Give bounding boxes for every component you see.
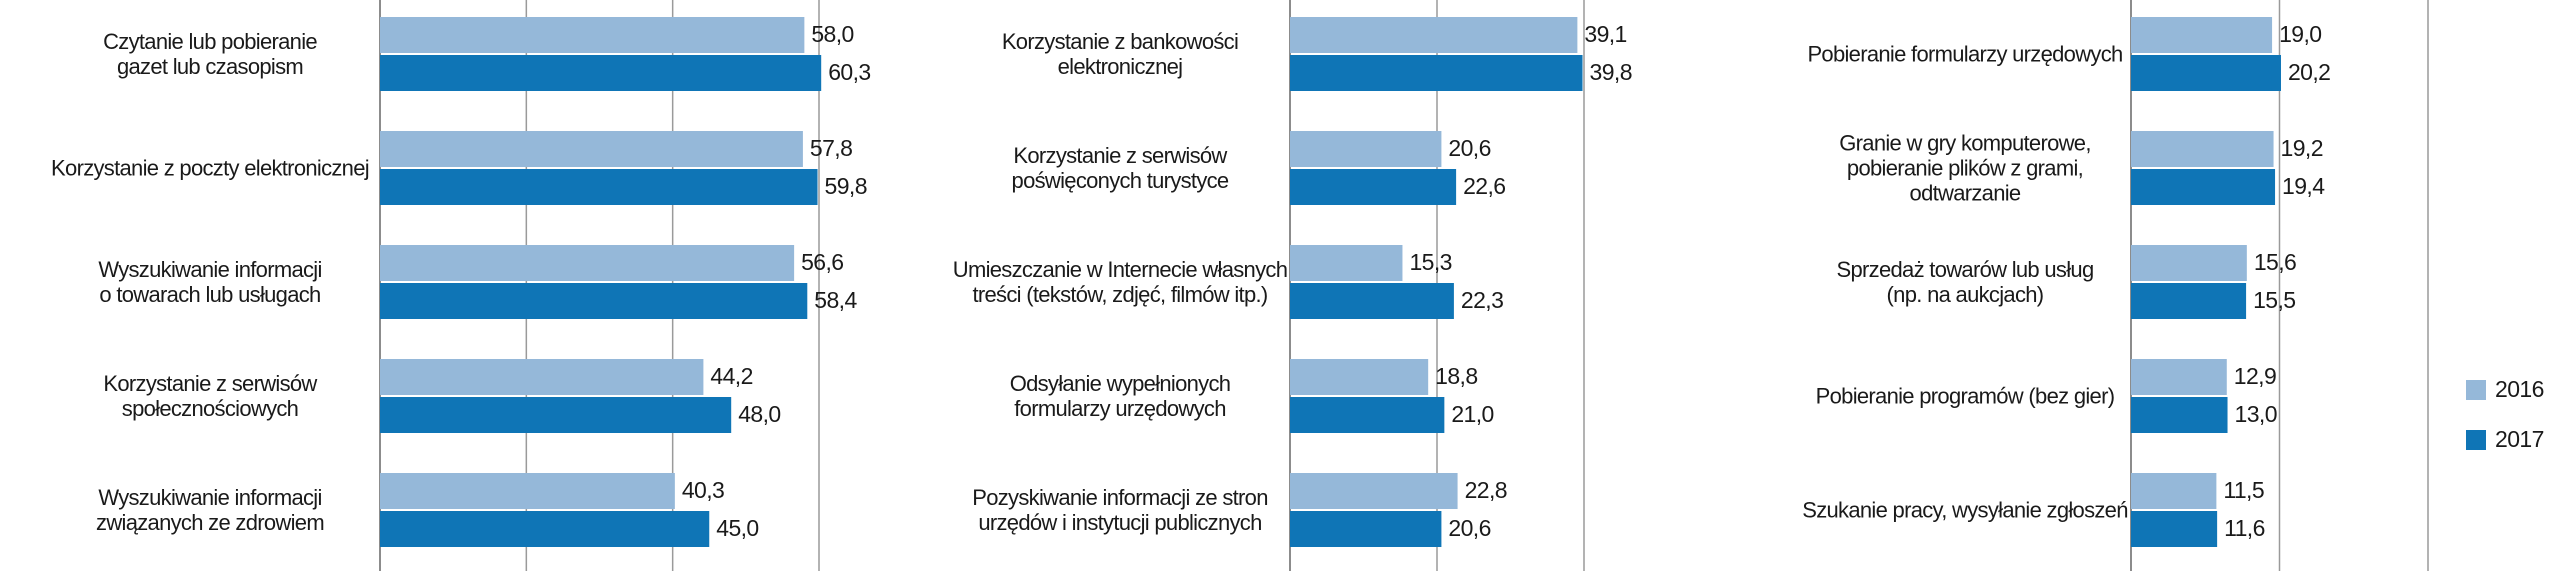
bar (380, 359, 704, 395)
value-label: 20,6 (1448, 135, 1490, 161)
value-label: 56,6 (801, 249, 843, 275)
value-label: 18,8 (1435, 363, 1477, 389)
value-label: 11,6 (2224, 515, 2265, 541)
legend-label: 2017 (2495, 426, 2544, 452)
bar (1290, 245, 1403, 281)
value-label: 12,9 (2234, 363, 2276, 389)
bar (1290, 17, 1578, 53)
bar (380, 131, 803, 167)
bar (380, 55, 822, 91)
legend-swatch (2466, 380, 2486, 400)
bar (380, 169, 818, 205)
category-label: Umieszczanie w Internecie własnych treśc… (952, 257, 1288, 307)
value-label: 15,3 (1409, 249, 1451, 275)
bar (380, 397, 732, 433)
bar (2131, 55, 2281, 91)
category-label: Odsyłanie wypełnionych formularzy urzędo… (1009, 371, 1231, 421)
category-label: Pobieranie formularzy urzędowych (1807, 41, 2123, 67)
category-label: Wyszukiwanie informacji związanych ze zd… (96, 485, 325, 535)
value-label: 39,1 (1584, 21, 1626, 47)
category-label: Wyszukiwanie informacji o towarach lub u… (98, 257, 322, 307)
category-label: Czytanie lub pobieranie gazet lub czasop… (103, 29, 318, 79)
category-label: Korzystanie z poczty elektronicznej (51, 155, 370, 181)
category-label: Pozyskiwanie informacji ze stron urzędów… (972, 485, 1268, 535)
category-label: Sprzedaż towarów lub usług (np. na aukcj… (1836, 257, 2095, 307)
bar (380, 245, 795, 281)
legend-swatch (2466, 430, 2486, 450)
value-label: 59,8 (825, 173, 867, 199)
bar (2131, 397, 2228, 433)
value-label: 48,0 (738, 401, 780, 427)
value-label: 57,8 (810, 135, 852, 161)
category-label: Korzystanie z bankowości elektronicznej (1001, 29, 1239, 79)
bar (1290, 473, 1458, 509)
category-label: Granie w gry komputerowe, pobieranie pli… (1839, 130, 2091, 206)
bar (1290, 397, 1445, 433)
bar (1290, 169, 1457, 205)
value-label: 40,3 (682, 477, 724, 503)
bar (1290, 511, 1442, 547)
value-label: 39,8 (1590, 59, 1632, 85)
bar (2131, 283, 2247, 319)
value-label: 22,8 (1465, 477, 1507, 503)
bar (380, 511, 710, 547)
bar (2131, 17, 2273, 53)
value-label: 11,5 (2223, 477, 2264, 503)
value-label: 58,0 (811, 21, 853, 47)
bar (380, 283, 808, 319)
bar (2131, 169, 2276, 205)
category-label: Szukanie pracy, wysyłanie zgłoszeń (1802, 497, 2128, 523)
value-label: 60,3 (828, 59, 870, 85)
bar (1290, 131, 1442, 167)
value-label: 22,6 (1463, 173, 1505, 199)
bar (1290, 283, 1454, 319)
bar (2131, 131, 2274, 167)
value-label: 19,4 (2282, 173, 2325, 199)
category-label: Pobieranie programów (bez gier) (1815, 383, 2115, 409)
bar (380, 17, 805, 53)
bar (2131, 473, 2217, 509)
value-label: 19,2 (2281, 135, 2323, 161)
value-label: 58,4 (814, 287, 857, 313)
value-label: 45,0 (716, 515, 758, 541)
value-label: 15,6 (2254, 249, 2296, 275)
value-label: 22,3 (1461, 287, 1503, 313)
bar (1290, 55, 1583, 91)
value-label: 19,0 (2279, 21, 2321, 47)
bar (380, 473, 675, 509)
value-label: 44,2 (710, 363, 752, 389)
value-label: 21,0 (1451, 401, 1493, 427)
bar (2131, 245, 2247, 281)
value-label: 13,0 (2235, 401, 2277, 427)
legend-label: 2016 (2495, 376, 2544, 402)
category-label: Korzystanie z serwisów społecznościowych (103, 371, 317, 421)
value-label: 20,2 (2288, 59, 2330, 85)
bar (2131, 511, 2218, 547)
value-label: 20,6 (1448, 515, 1490, 541)
value-label: 15,5 (2253, 287, 2295, 313)
bar (2131, 359, 2227, 395)
category-label: Korzystanie z serwisów poświęconych tury… (1011, 143, 1230, 193)
bar (1290, 359, 1429, 395)
